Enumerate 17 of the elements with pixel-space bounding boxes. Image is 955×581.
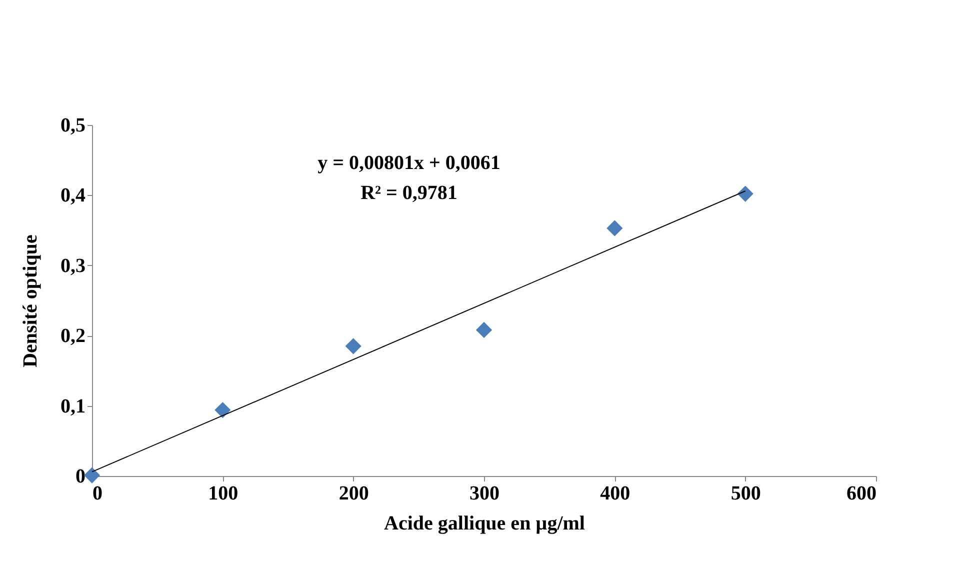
y-tick-label: 0,3 xyxy=(60,254,86,277)
x-tick-label: 0 xyxy=(92,482,102,504)
y-tick-label: 0,2 xyxy=(60,325,86,348)
annotation: y = 0,00801x + 0,0061 xyxy=(318,152,500,174)
x-tick-label: 500 xyxy=(730,482,761,504)
y-tick-label: 0,1 xyxy=(60,395,86,418)
x-axis-title: Acide gallique en µg/ml xyxy=(384,512,586,534)
x-tick-label: 300 xyxy=(470,482,500,504)
x-tick-label: 200 xyxy=(338,482,369,504)
x-tick-label: 600 xyxy=(846,482,876,504)
y-axis-title: Densité optique xyxy=(20,234,42,368)
y-tick-label: 0 xyxy=(76,466,86,488)
y-tick-label: 0,5 xyxy=(60,114,86,136)
x-tick-label: 400 xyxy=(600,482,630,504)
y-tick-label: 0,4 xyxy=(60,184,86,207)
annotation: R² = 0,9781 xyxy=(360,182,458,204)
x-tick-label: 100 xyxy=(208,482,238,504)
